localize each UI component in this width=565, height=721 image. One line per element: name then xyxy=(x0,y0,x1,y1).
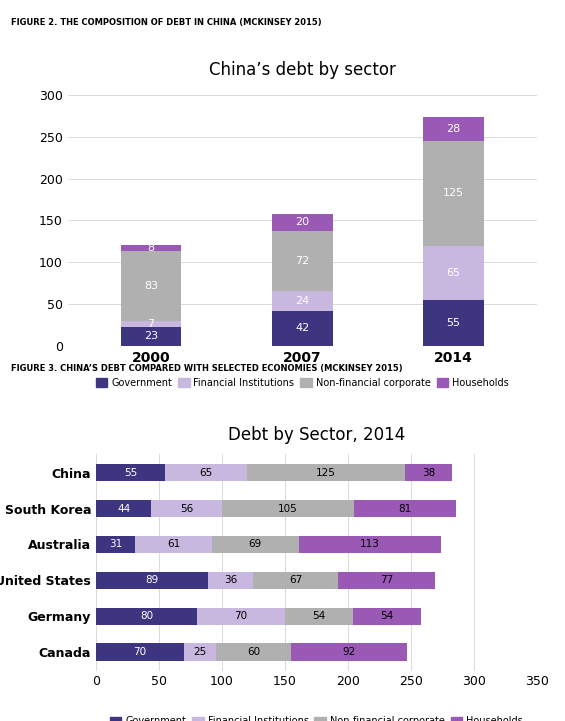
Bar xyxy=(212,536,299,553)
Bar xyxy=(291,643,407,660)
Text: 44: 44 xyxy=(117,503,131,513)
Bar xyxy=(272,214,333,231)
Bar xyxy=(272,291,333,311)
Bar xyxy=(423,300,484,346)
Bar xyxy=(166,464,247,482)
Text: 42: 42 xyxy=(295,324,310,334)
Text: 67: 67 xyxy=(289,575,302,585)
Bar xyxy=(285,608,353,625)
Text: 54: 54 xyxy=(312,611,325,622)
Text: 72: 72 xyxy=(295,256,310,265)
Title: China’s debt by sector: China’s debt by sector xyxy=(209,61,396,79)
Bar xyxy=(135,536,212,553)
Text: 55: 55 xyxy=(124,468,137,478)
Text: 69: 69 xyxy=(249,539,262,549)
Text: FIGURE 3. CHINA’S DEBT COMPARED WITH SELECTED ECONOMIES (MCKINSEY 2015): FIGURE 3. CHINA’S DEBT COMPARED WITH SEL… xyxy=(11,364,403,373)
Legend: Government, Financial Institutions, Non-financial corporate, Households: Government, Financial Institutions, Non-… xyxy=(95,378,509,388)
Text: 77: 77 xyxy=(380,575,393,585)
Text: 20: 20 xyxy=(295,217,310,227)
Bar xyxy=(216,643,291,660)
Text: 31: 31 xyxy=(109,539,122,549)
Text: 25: 25 xyxy=(193,647,207,657)
Text: 56: 56 xyxy=(180,503,193,513)
Text: 8: 8 xyxy=(147,243,155,253)
Text: 125: 125 xyxy=(316,468,336,478)
Text: 83: 83 xyxy=(144,281,158,291)
Text: FIGURE 2. THE COMPOSITION OF DEBT IN CHINA (MCKINSEY 2015): FIGURE 2. THE COMPOSITION OF DEBT IN CHI… xyxy=(11,18,322,27)
Bar xyxy=(423,141,484,246)
Text: 113: 113 xyxy=(360,539,380,549)
Bar xyxy=(96,536,135,553)
Legend: Government, Financial Institutions, Non-financial corporate, Households: Government, Financial Institutions, Non-… xyxy=(110,716,523,721)
Text: 70: 70 xyxy=(234,611,247,622)
Bar xyxy=(121,252,181,321)
Text: 60: 60 xyxy=(247,647,260,657)
Bar xyxy=(247,464,405,482)
Bar xyxy=(272,311,333,346)
Text: 61: 61 xyxy=(167,539,180,549)
Bar xyxy=(121,321,181,327)
Bar xyxy=(197,608,285,625)
Bar xyxy=(96,643,184,660)
Text: 92: 92 xyxy=(342,647,356,657)
Text: 65: 65 xyxy=(446,267,460,278)
Text: 36: 36 xyxy=(224,575,237,585)
Bar xyxy=(354,500,456,517)
Bar xyxy=(96,500,151,517)
Text: 81: 81 xyxy=(398,503,412,513)
Bar xyxy=(96,608,197,625)
Title: Debt by Sector, 2014: Debt by Sector, 2014 xyxy=(228,426,405,444)
Bar xyxy=(423,246,484,300)
Bar xyxy=(222,500,354,517)
Text: 65: 65 xyxy=(199,468,213,478)
Bar xyxy=(208,572,254,589)
Bar xyxy=(338,572,434,589)
Bar xyxy=(272,231,333,291)
Text: 80: 80 xyxy=(140,611,153,622)
Text: 125: 125 xyxy=(443,188,464,198)
Text: 38: 38 xyxy=(422,468,435,478)
Text: 28: 28 xyxy=(446,124,460,134)
Text: 89: 89 xyxy=(145,575,159,585)
Bar xyxy=(353,608,421,625)
Text: 105: 105 xyxy=(278,503,298,513)
Bar xyxy=(254,572,338,589)
Bar xyxy=(121,327,181,346)
Bar xyxy=(121,244,181,252)
Bar xyxy=(96,464,166,482)
Text: 7: 7 xyxy=(147,319,155,329)
Bar xyxy=(151,500,222,517)
Text: 24: 24 xyxy=(295,296,310,306)
Bar xyxy=(299,536,441,553)
Bar xyxy=(423,118,484,141)
Text: 23: 23 xyxy=(144,332,158,342)
Text: 70: 70 xyxy=(133,647,147,657)
Text: 54: 54 xyxy=(380,611,394,622)
Bar xyxy=(405,464,453,482)
Bar xyxy=(96,572,208,589)
Text: 55: 55 xyxy=(446,318,460,328)
Bar xyxy=(184,643,216,660)
